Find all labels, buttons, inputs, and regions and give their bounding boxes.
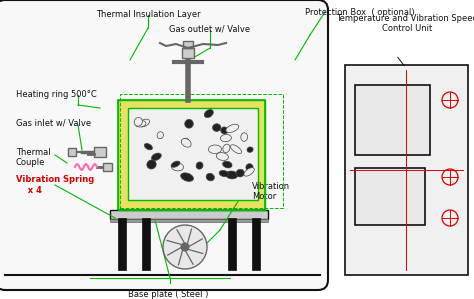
Text: Motor: Motor <box>252 192 276 201</box>
Bar <box>103 163 112 171</box>
Bar <box>252 218 260 270</box>
Text: Heating ring 500°C: Heating ring 500°C <box>16 90 97 99</box>
Text: Thermal Insulation Layer: Thermal Insulation Layer <box>96 10 201 19</box>
Text: Vibration Spring: Vibration Spring <box>16 175 94 184</box>
Ellipse shape <box>196 162 203 169</box>
Text: Gas inlet w/ Valve: Gas inlet w/ Valve <box>16 118 91 127</box>
Ellipse shape <box>139 119 150 127</box>
Ellipse shape <box>172 163 183 171</box>
FancyBboxPatch shape <box>0 0 328 290</box>
Ellipse shape <box>209 145 221 154</box>
Bar <box>355 168 425 225</box>
Text: Base plate ( Steel ): Base plate ( Steel ) <box>128 290 208 299</box>
Bar <box>94 147 106 157</box>
Bar <box>110 210 268 219</box>
Ellipse shape <box>244 168 255 176</box>
Ellipse shape <box>171 161 180 167</box>
Ellipse shape <box>230 145 242 154</box>
Bar <box>68 148 76 156</box>
Ellipse shape <box>216 152 228 161</box>
Bar <box>118 100 265 210</box>
Ellipse shape <box>181 173 193 181</box>
Ellipse shape <box>246 164 253 171</box>
Ellipse shape <box>152 153 161 161</box>
Ellipse shape <box>136 120 146 127</box>
Bar <box>345 65 468 275</box>
Text: x 4: x 4 <box>22 186 42 195</box>
Ellipse shape <box>223 161 232 168</box>
Ellipse shape <box>223 144 230 152</box>
Bar <box>118 218 126 270</box>
Bar <box>120 94 283 208</box>
Bar <box>228 218 236 270</box>
Bar <box>183 41 193 48</box>
Bar <box>118 100 265 210</box>
Ellipse shape <box>182 138 189 145</box>
Circle shape <box>163 225 207 269</box>
Bar <box>110 219 268 222</box>
Ellipse shape <box>226 124 239 132</box>
Text: Gas outlet w/ Valve: Gas outlet w/ Valve <box>169 25 251 34</box>
Ellipse shape <box>241 133 247 141</box>
Ellipse shape <box>206 173 214 181</box>
Ellipse shape <box>247 147 253 152</box>
Ellipse shape <box>204 109 213 118</box>
Ellipse shape <box>181 138 191 147</box>
Bar <box>182 48 194 58</box>
Ellipse shape <box>147 160 156 169</box>
Bar <box>355 85 430 155</box>
Ellipse shape <box>212 124 221 132</box>
Ellipse shape <box>221 127 228 134</box>
Text: Thermal: Thermal <box>16 148 51 157</box>
Ellipse shape <box>219 170 229 177</box>
Text: Protection Box  ( optional): Protection Box ( optional) <box>305 8 415 17</box>
Bar <box>128 108 258 200</box>
Ellipse shape <box>220 135 231 142</box>
Text: Vibration: Vibration <box>252 182 290 191</box>
Ellipse shape <box>134 118 142 126</box>
Text: Temperature and Vibration Speed
Control Unit: Temperature and Vibration Speed Control … <box>336 14 474 33</box>
Ellipse shape <box>157 132 164 139</box>
Bar <box>142 218 150 270</box>
Ellipse shape <box>236 169 244 177</box>
Ellipse shape <box>185 119 193 128</box>
Ellipse shape <box>226 171 238 179</box>
Circle shape <box>181 243 189 251</box>
Text: Couple: Couple <box>16 158 46 167</box>
Ellipse shape <box>144 144 153 150</box>
